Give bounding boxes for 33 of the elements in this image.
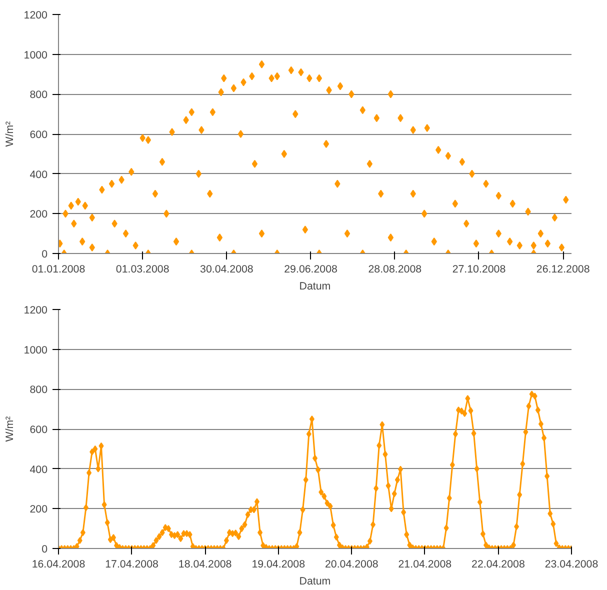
y-tick-label: 0	[42, 544, 48, 556]
x-tick-label: 26.12.2008	[536, 264, 590, 276]
y-tick-label: 800	[30, 384, 48, 396]
x-tick-label: 21.04.2008	[398, 558, 452, 570]
y-tick-label: 1000	[24, 344, 48, 356]
y-tick-label: 400	[30, 464, 48, 476]
x-tick-label: 20.04.2008	[324, 558, 378, 570]
y-tick-label: 1000	[24, 49, 48, 62]
y-tick-label: 600	[30, 424, 48, 436]
x-tick-label: 30.04.2008	[200, 264, 254, 276]
x-tick-label: 28.08.2008	[368, 264, 422, 276]
x-tick-label: 01.03.2008	[116, 264, 170, 276]
y-axis-title: W/m²	[4, 416, 16, 442]
y-tick-label: 1200	[24, 304, 48, 316]
x-tick-label: 18.04.2008	[178, 558, 232, 570]
x-tick-label: 17.04.2008	[105, 558, 159, 570]
y-tick-label: 800	[30, 89, 48, 102]
y-tick-label: 200	[30, 504, 48, 516]
y-tick-label: 600	[30, 129, 48, 141]
y-axis-title: W/m²	[4, 120, 16, 147]
x-tick-label: 29.06.2008	[284, 264, 338, 276]
y-tick-label: 400	[30, 168, 48, 181]
x-tick-label: 22.04.2008	[472, 558, 525, 570]
y-tick-label: 0	[42, 248, 48, 260]
x-tick-label: 27.10.2008	[452, 264, 506, 276]
x-tick-label: 23.04.2008	[544, 558, 598, 570]
y-tick-label: 1200	[24, 10, 48, 22]
x-tick-label: 19.04.2008	[252, 558, 306, 570]
x-tick-label: 16.04.2008	[32, 558, 86, 570]
x-axis-title: Datum	[299, 576, 331, 588]
x-tick-label: 01.01.2008	[32, 264, 86, 276]
x-axis-title: Datum	[299, 280, 331, 292]
y-tick-label: 200	[30, 208, 48, 221]
